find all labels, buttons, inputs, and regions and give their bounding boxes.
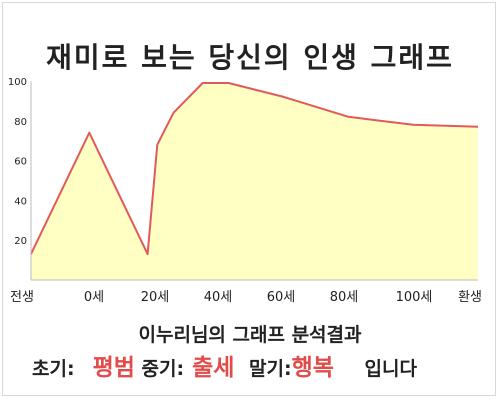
early-label: 초기:: [32, 358, 75, 380]
late-label: 말기:: [249, 358, 292, 380]
y-tick-label: 20: [14, 236, 27, 247]
life-area: [31, 83, 478, 280]
mid-value: 출세: [192, 355, 235, 381]
y-tick-label: 100: [8, 77, 27, 88]
mid-label: 중기:: [141, 358, 185, 380]
y-tick-label: 60: [14, 157, 27, 168]
early-value: 평범: [92, 355, 135, 381]
life-line: [30, 82, 479, 256]
result-suffix: 입니다: [364, 358, 417, 380]
analysis-summary: 이누리님의 그래프 분석결과: [138, 324, 362, 346]
x-tick-label: 80세: [330, 290, 359, 305]
x-tick-label: 60세: [267, 290, 296, 305]
y-tick-label: 80: [14, 117, 27, 128]
late-value: 행복: [291, 355, 334, 381]
x-tick-label: 0세: [84, 290, 104, 305]
page-title: 재미로 보는 당신의 인생 그래프: [46, 41, 454, 74]
x-tick-label: 전생: [10, 290, 34, 305]
x-tick-label: 환생: [458, 290, 482, 305]
x-tick-label: 40세: [204, 290, 233, 305]
analysis-result: 초기: 평범 중기: 출세 말기:행복 입니다: [32, 348, 492, 382]
card-frame: [2, 2, 496, 396]
x-tick-label: 100세: [396, 290, 433, 305]
x-tick-labels: 전생 0세 20세 40세 60세 80세 100세 환생: [10, 290, 482, 305]
y-tick-label: 40: [14, 196, 27, 207]
x-tick-label: 20세: [141, 290, 170, 305]
y-tick-labels: 20 40 60 80 100: [8, 77, 27, 247]
